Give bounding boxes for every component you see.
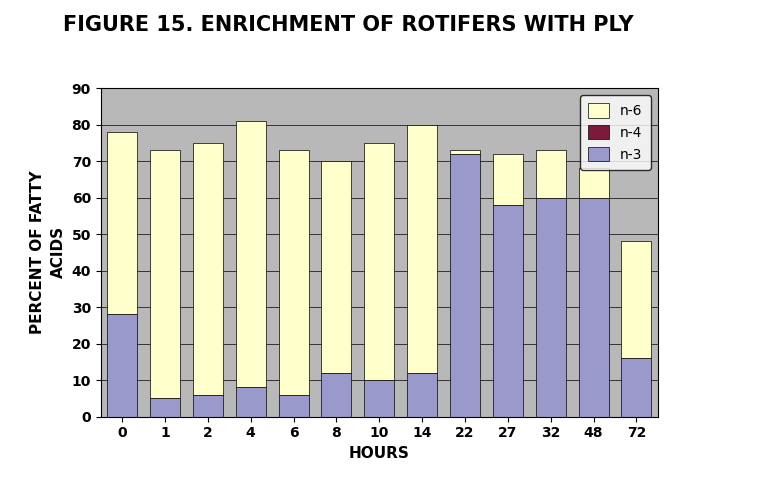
Bar	[493, 205, 523, 416]
Bar	[235, 121, 265, 387]
Bar	[493, 154, 523, 205]
Bar	[107, 132, 137, 315]
Bar	[279, 394, 309, 416]
Bar	[407, 124, 437, 373]
Bar	[450, 154, 480, 417]
Bar	[536, 150, 566, 197]
Y-axis label: PERCENT OF FATTY
ACIDS: PERCENT OF FATTY ACIDS	[30, 171, 66, 334]
Bar	[622, 358, 652, 416]
Bar	[150, 398, 180, 416]
X-axis label: HOURS: HOURS	[349, 446, 409, 461]
Bar	[536, 197, 566, 416]
Bar	[407, 373, 437, 416]
Bar	[321, 161, 351, 373]
Bar	[235, 387, 265, 416]
Bar	[321, 373, 351, 416]
Bar	[579, 197, 608, 416]
Bar	[579, 169, 608, 197]
Bar	[107, 315, 137, 416]
Bar	[622, 242, 652, 358]
Bar	[193, 394, 223, 416]
Bar	[365, 380, 394, 416]
Bar	[279, 150, 309, 394]
Legend: n-6, n-4, n-3: n-6, n-4, n-3	[580, 95, 651, 170]
Text: FIGURE 15. ENRICHMENT OF ROTIFERS WITH PLY: FIGURE 15. ENRICHMENT OF ROTIFERS WITH P…	[63, 15, 634, 35]
Bar	[365, 143, 394, 380]
Bar	[150, 150, 180, 398]
Bar	[450, 150, 480, 154]
Bar	[193, 143, 223, 394]
